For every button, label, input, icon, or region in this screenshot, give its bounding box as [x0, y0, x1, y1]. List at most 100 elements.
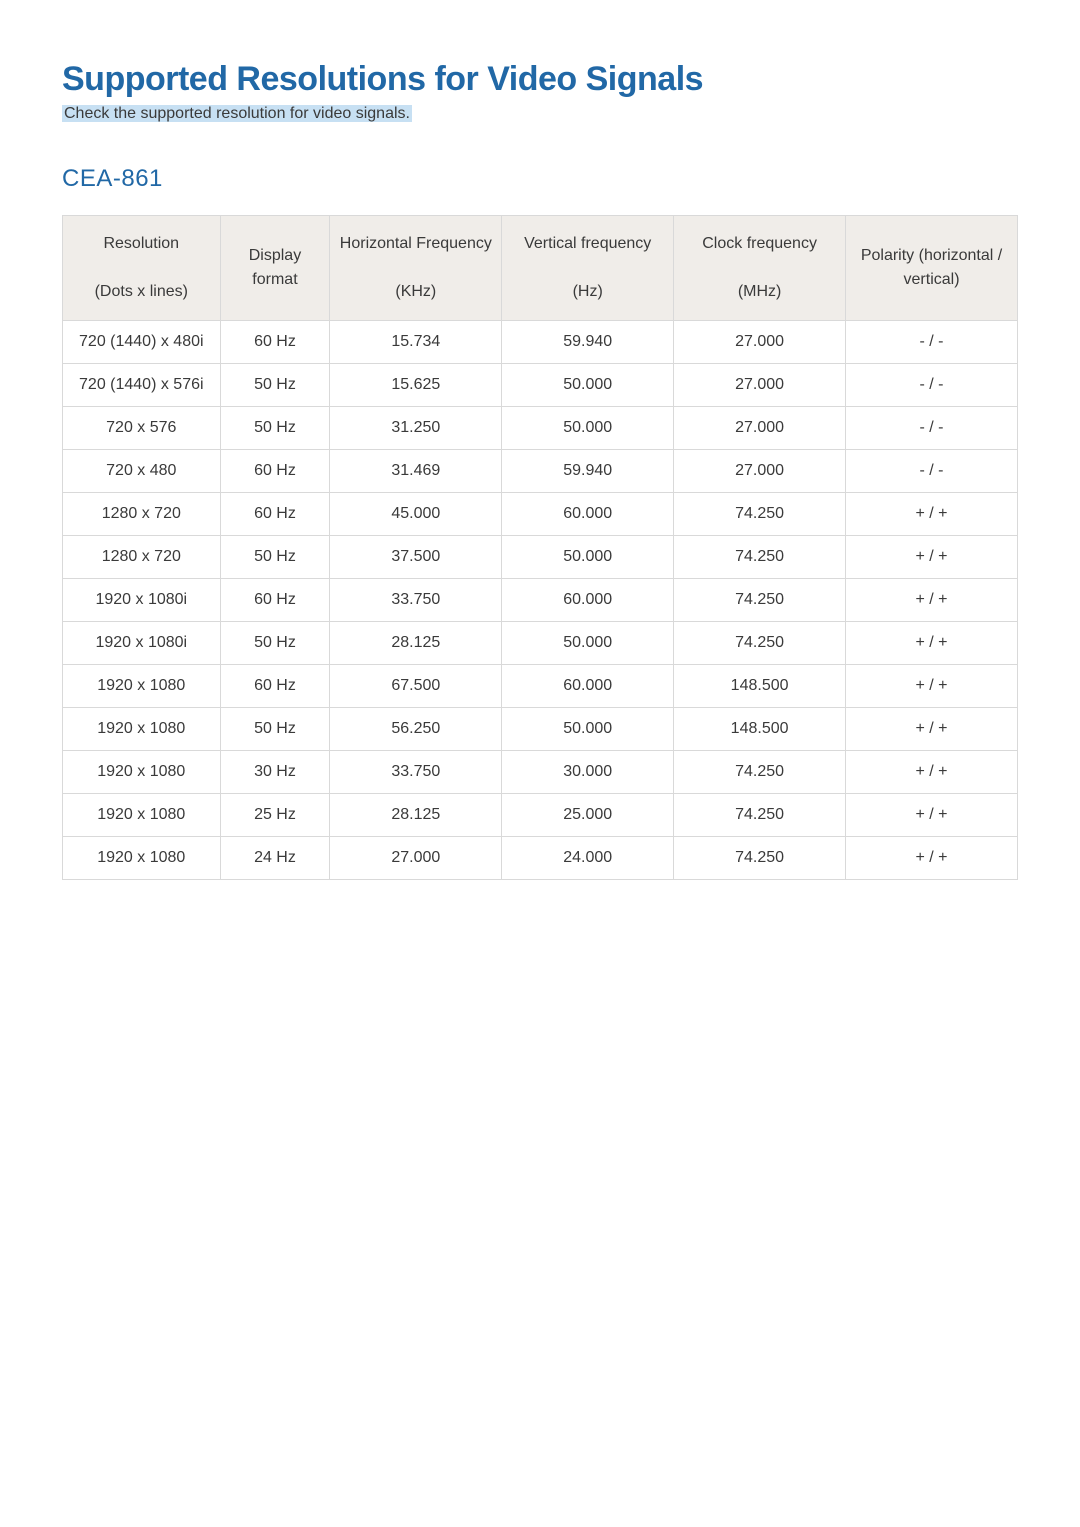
table-cell: 1280 x 720 — [63, 493, 221, 536]
table-cell: 15.625 — [330, 364, 502, 407]
col-vertical-frequency: Vertical frequency (Hz) — [502, 216, 674, 321]
table-header-row: Resolution (Dots x lines) Display format… — [63, 216, 1018, 321]
table-cell: + / + — [846, 665, 1018, 708]
col-polarity: Polarity (horizontal / vertical) — [846, 216, 1018, 321]
page-subtitle: Check the supported resolution for video… — [62, 105, 1018, 123]
table-cell: 50.000 — [502, 536, 674, 579]
col-label: Display — [249, 247, 301, 264]
table-cell: 56.250 — [330, 708, 502, 751]
table-cell: 50 Hz — [220, 364, 330, 407]
table-cell: 59.940 — [502, 321, 674, 364]
table-cell: 60 Hz — [220, 579, 330, 622]
table-cell: 60.000 — [502, 493, 674, 536]
table-cell: + / + — [846, 622, 1018, 665]
col-clock-frequency: Clock frequency (MHz) — [674, 216, 846, 321]
table-row: 1280 x 72050 Hz37.50050.00074.250+ / + — [63, 536, 1018, 579]
section-heading: CEA-861 — [62, 165, 1018, 193]
table-cell: 25.000 — [502, 794, 674, 837]
col-label: Polarity (horizontal / — [861, 247, 1002, 264]
table-cell: 60 Hz — [220, 321, 330, 364]
table-cell: 720 x 480 — [63, 450, 221, 493]
table-cell: 74.250 — [674, 579, 846, 622]
table-cell: 50 Hz — [220, 708, 330, 751]
table-cell: 74.250 — [674, 622, 846, 665]
table-cell: 60 Hz — [220, 665, 330, 708]
table-cell: 15.734 — [330, 321, 502, 364]
col-sublabel: (Dots x lines) — [95, 283, 188, 300]
table-cell: + / + — [846, 837, 1018, 880]
table-cell: 24 Hz — [220, 837, 330, 880]
col-sublabel: (MHz) — [738, 283, 782, 300]
table-cell: 27.000 — [674, 407, 846, 450]
table-row: 1280 x 72060 Hz45.00060.00074.250+ / + — [63, 493, 1018, 536]
table-cell: 720 (1440) x 576i — [63, 364, 221, 407]
table-cell: 37.500 — [330, 536, 502, 579]
table-cell: 74.250 — [674, 751, 846, 794]
table-cell: 50 Hz — [220, 407, 330, 450]
col-label: Resolution — [103, 235, 179, 252]
table-cell: + / + — [846, 493, 1018, 536]
table-row: 1920 x 108030 Hz33.75030.00074.250+ / + — [63, 751, 1018, 794]
col-resolution: Resolution (Dots x lines) — [63, 216, 221, 321]
col-label: Horizontal Frequency — [340, 235, 492, 252]
col-sublabel: vertical) — [904, 271, 960, 288]
table-cell: 74.250 — [674, 837, 846, 880]
table-cell: 720 (1440) x 480i — [63, 321, 221, 364]
table-cell: 1920 x 1080i — [63, 579, 221, 622]
table-row: 720 (1440) x 480i60 Hz15.73459.94027.000… — [63, 321, 1018, 364]
table-cell: 50 Hz — [220, 622, 330, 665]
table-row: 1920 x 108025 Hz28.12525.00074.250+ / + — [63, 794, 1018, 837]
table-cell: 1920 x 1080 — [63, 837, 221, 880]
table-cell: 67.500 — [330, 665, 502, 708]
table-cell: 50.000 — [502, 364, 674, 407]
table-cell: 1920 x 1080 — [63, 708, 221, 751]
table-cell: 45.000 — [330, 493, 502, 536]
table-cell: + / + — [846, 751, 1018, 794]
table-cell: 720 x 576 — [63, 407, 221, 450]
table-cell: 28.125 — [330, 622, 502, 665]
table-cell: 1920 x 1080 — [63, 665, 221, 708]
table-cell: + / + — [846, 536, 1018, 579]
table-row: 1920 x 1080i50 Hz28.12550.00074.250+ / + — [63, 622, 1018, 665]
table-cell: 60.000 — [502, 665, 674, 708]
table-cell: 1280 x 720 — [63, 536, 221, 579]
resolution-table: Resolution (Dots x lines) Display format… — [62, 215, 1018, 880]
table-cell: 28.125 — [330, 794, 502, 837]
col-sublabel: (Hz) — [573, 283, 603, 300]
table-cell: 25 Hz — [220, 794, 330, 837]
table-cell: 50.000 — [502, 708, 674, 751]
table-cell: 60 Hz — [220, 450, 330, 493]
table-cell: 50 Hz — [220, 536, 330, 579]
table-cell: + / + — [846, 794, 1018, 837]
table-cell: 30.000 — [502, 751, 674, 794]
table-cell: 27.000 — [674, 450, 846, 493]
table-row: 1920 x 108050 Hz56.25050.000148.500+ / + — [63, 708, 1018, 751]
page-subtitle-text: Check the supported resolution for video… — [62, 105, 412, 122]
table-row: 1920 x 108024 Hz27.00024.00074.250+ / + — [63, 837, 1018, 880]
table-cell: 60 Hz — [220, 493, 330, 536]
page-title: Supported Resolutions for Video Signals — [62, 60, 1018, 99]
table-cell: 1920 x 1080 — [63, 751, 221, 794]
table-cell: - / - — [846, 364, 1018, 407]
col-sublabel: format — [252, 271, 297, 288]
table-cell: 1920 x 1080i — [63, 622, 221, 665]
table-cell: 74.250 — [674, 536, 846, 579]
table-cell: 33.750 — [330, 579, 502, 622]
table-cell: 74.250 — [674, 493, 846, 536]
table-cell: 148.500 — [674, 665, 846, 708]
table-cell: - / - — [846, 450, 1018, 493]
table-row: 720 (1440) x 576i50 Hz15.62550.00027.000… — [63, 364, 1018, 407]
col-label: Clock frequency — [702, 235, 817, 252]
table-row: 720 x 48060 Hz31.46959.94027.000- / - — [63, 450, 1018, 493]
table-cell: 74.250 — [674, 794, 846, 837]
table-cell: 24.000 — [502, 837, 674, 880]
col-horizontal-frequency: Horizontal Frequency (KHz) — [330, 216, 502, 321]
table-cell: 31.469 — [330, 450, 502, 493]
table-cell: 148.500 — [674, 708, 846, 751]
table-cell: 30 Hz — [220, 751, 330, 794]
table-row: 720 x 57650 Hz31.25050.00027.000- / - — [63, 407, 1018, 450]
table-cell: + / + — [846, 579, 1018, 622]
table-cell: 1920 x 1080 — [63, 794, 221, 837]
table-cell: 59.940 — [502, 450, 674, 493]
table-cell: 60.000 — [502, 579, 674, 622]
